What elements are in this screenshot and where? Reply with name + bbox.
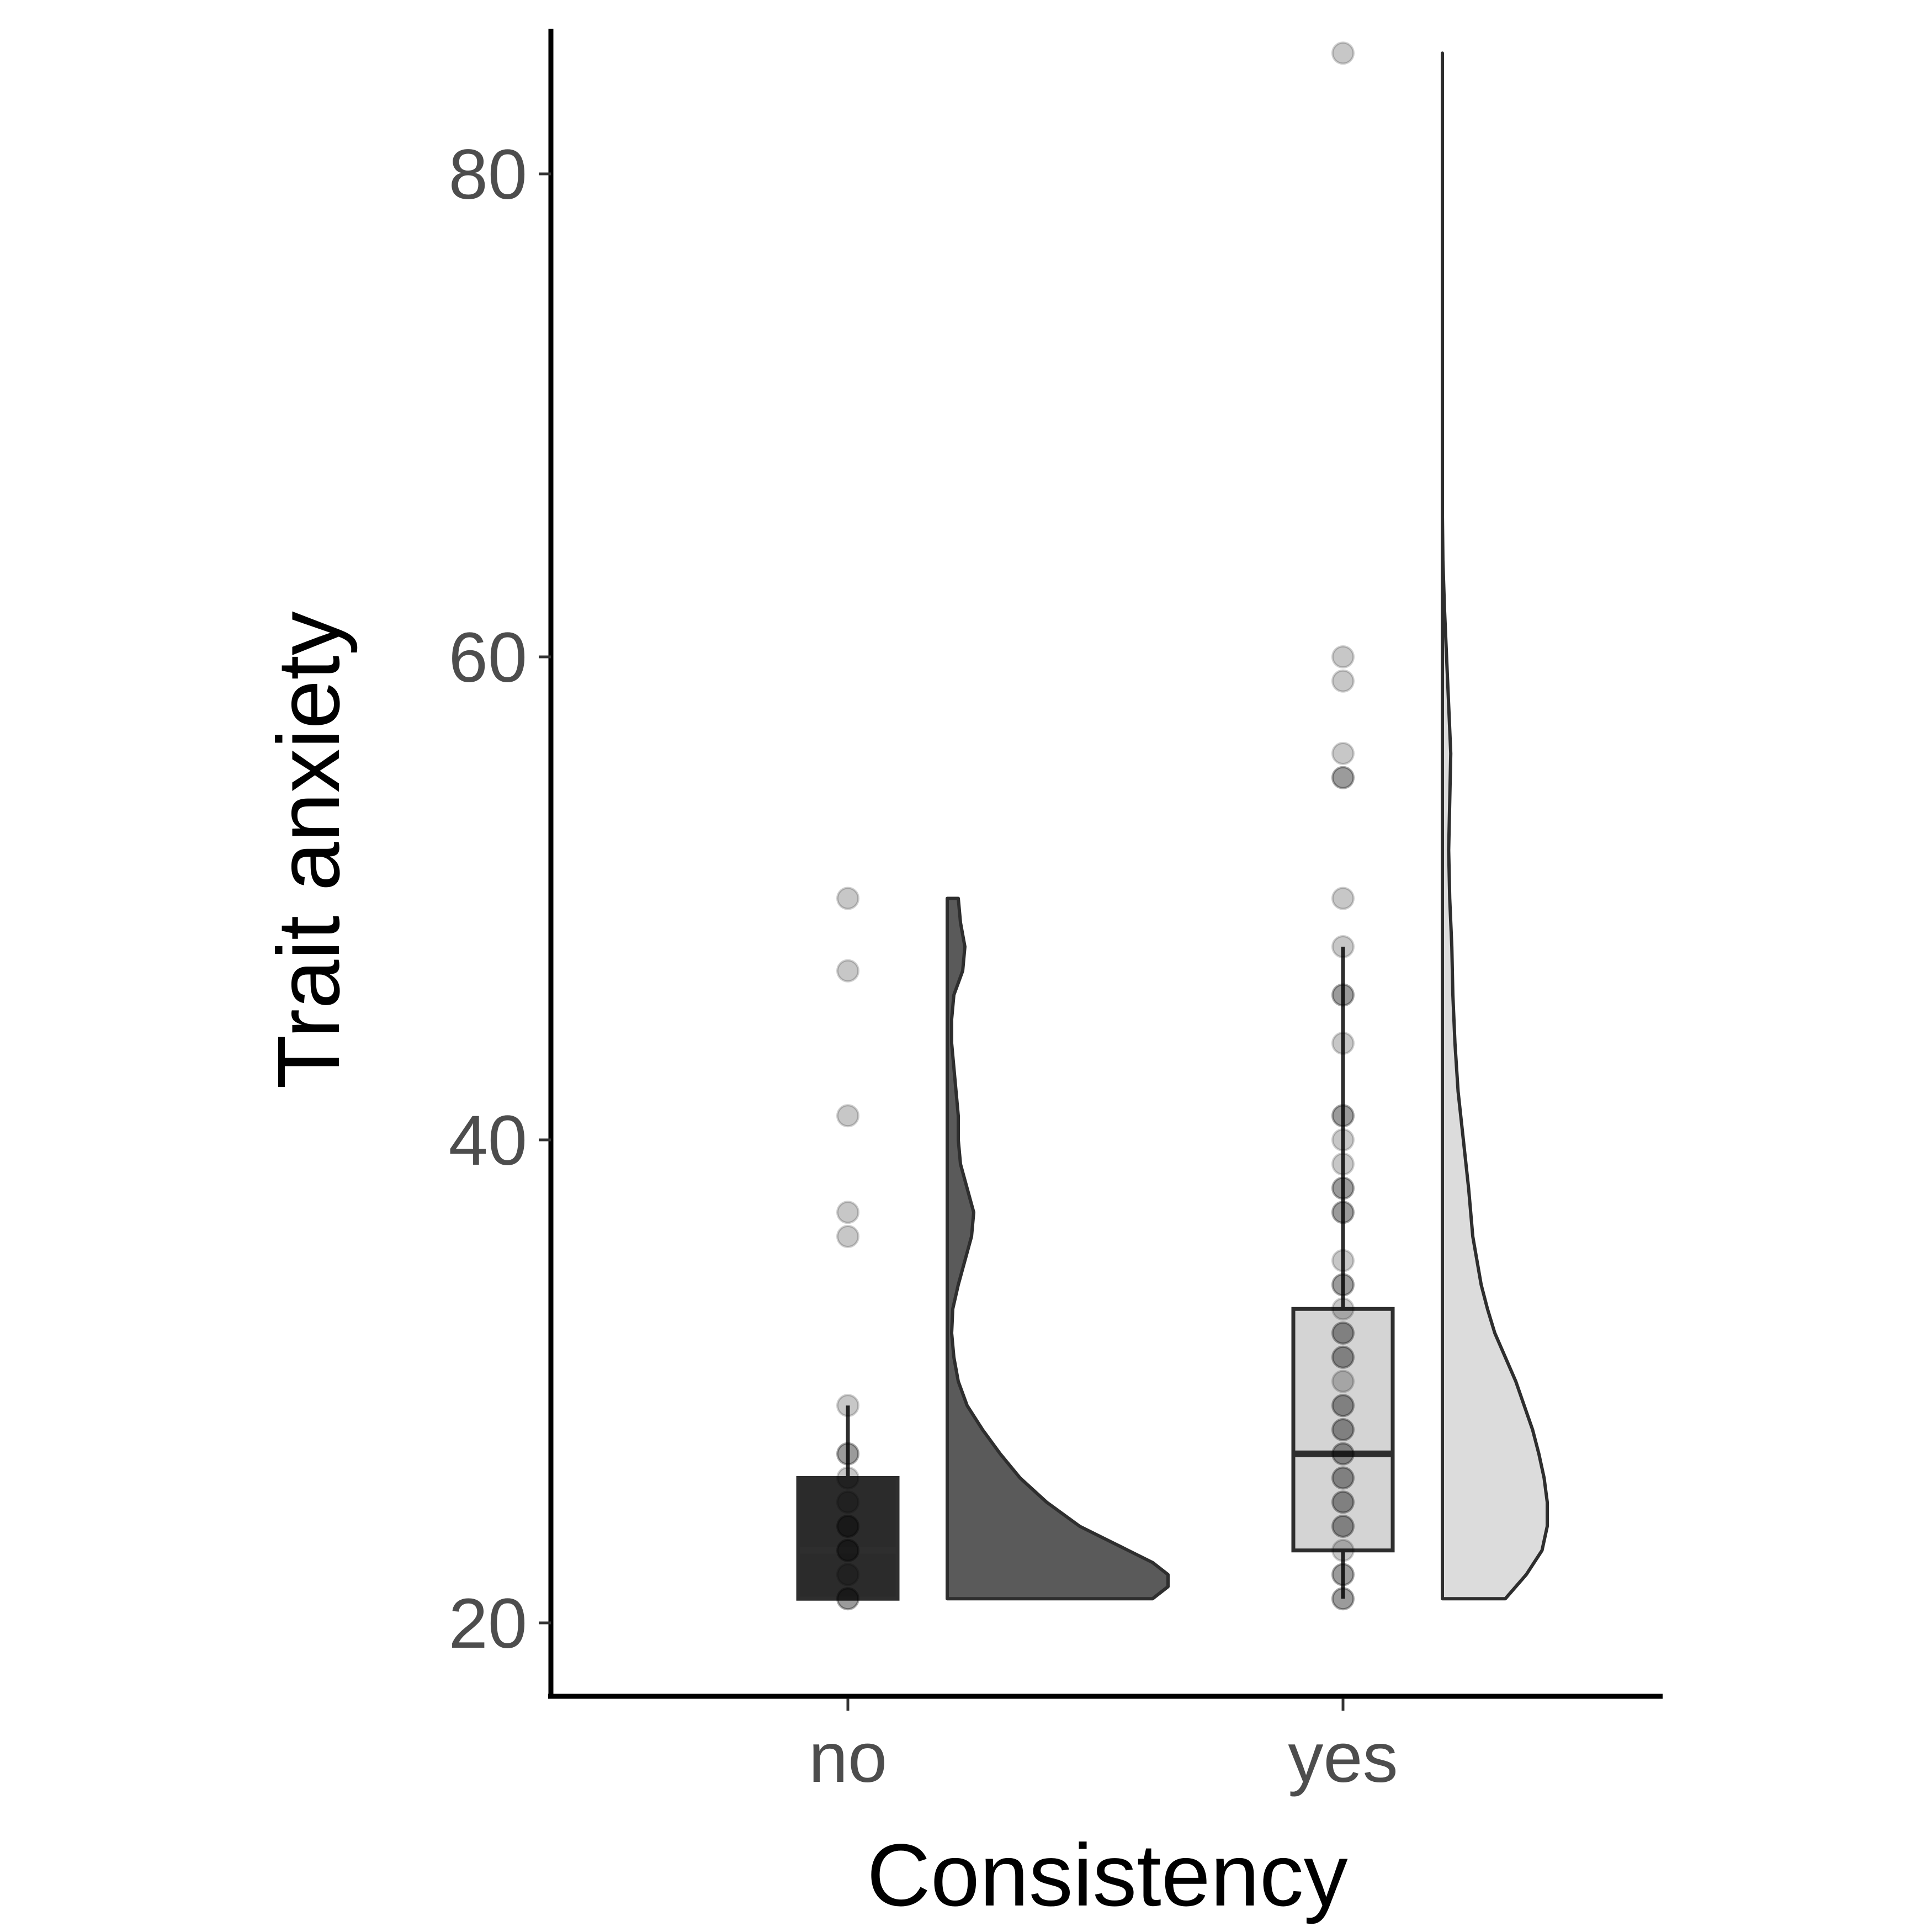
data-point-yes xyxy=(1331,1466,1355,1490)
data-point-yes xyxy=(1331,1466,1355,1490)
data-point-yes xyxy=(1331,1128,1355,1151)
data-point-yes xyxy=(1331,1321,1355,1345)
y-tick-label: 60 xyxy=(449,618,527,697)
data-point-yes xyxy=(1331,1273,1355,1297)
data-point-yes xyxy=(1331,1297,1355,1321)
x-axis-title: Consistency xyxy=(867,1825,1347,1924)
data-point-yes xyxy=(1331,1152,1355,1176)
data-point-yes xyxy=(1331,1418,1355,1441)
data-point-no xyxy=(836,1466,859,1490)
data-point-no xyxy=(836,1442,859,1466)
data-point-yes xyxy=(1331,1563,1355,1586)
data-point-yes xyxy=(1331,766,1355,789)
data-point-no xyxy=(836,1515,859,1538)
data-point-yes xyxy=(1331,1104,1355,1128)
data-point-yes xyxy=(1331,935,1355,958)
data-point-yes xyxy=(1331,1201,1355,1224)
y-ticks: 20 40 60 80 xyxy=(449,135,551,1663)
data-point-yes xyxy=(1331,887,1355,910)
axes: 20 40 60 80 no yes xyxy=(449,29,1663,1797)
data-point-yes xyxy=(1331,1490,1355,1514)
data-point-yes xyxy=(1331,1394,1355,1418)
data-point-yes xyxy=(1331,1515,1355,1538)
boxplot-layer xyxy=(796,947,1395,1601)
data-point-yes xyxy=(1331,1538,1355,1562)
data-point-yes xyxy=(1331,1418,1355,1441)
data-point-yes xyxy=(1331,1104,1355,1128)
data-point-no xyxy=(836,1563,859,1586)
data-point-yes xyxy=(1331,1394,1355,1418)
data-point-yes xyxy=(1331,645,1355,668)
density-layer xyxy=(946,51,1549,1601)
data-point-yes xyxy=(1331,1490,1355,1514)
data-point-no xyxy=(836,1538,859,1562)
data-point-no xyxy=(836,959,859,983)
box-yes xyxy=(1291,1307,1395,1553)
data-point-yes xyxy=(1331,1176,1355,1200)
data-point-yes xyxy=(1331,983,1355,1007)
data-point-yes xyxy=(1331,41,1355,65)
data-point-yes xyxy=(1331,1442,1355,1466)
data-point-no xyxy=(836,1225,859,1248)
data-point-yes xyxy=(1331,742,1355,765)
data-point-no xyxy=(836,1490,859,1514)
data-point-no xyxy=(836,1587,859,1611)
x-tick-label: yes xyxy=(1288,1718,1398,1797)
data-point-yes xyxy=(1331,1515,1355,1538)
data-point-yes xyxy=(1331,983,1355,1007)
data-point-yes xyxy=(1331,1321,1355,1345)
x-tick-label: no xyxy=(809,1718,887,1797)
box-no xyxy=(796,1476,900,1601)
data-point-yes xyxy=(1331,1563,1355,1586)
data-point-no xyxy=(836,887,859,910)
y-tick-label: 40 xyxy=(449,1101,527,1180)
data-point-no xyxy=(836,1587,859,1611)
data-point-yes xyxy=(1331,1273,1355,1297)
data-point-yes xyxy=(1331,1587,1355,1611)
data-point-yes xyxy=(1331,766,1355,789)
data-point-yes xyxy=(1331,1370,1355,1393)
data-point-yes xyxy=(1331,1201,1355,1224)
data-point-no xyxy=(836,1104,859,1128)
data-point-no xyxy=(836,1394,859,1418)
data-point-no xyxy=(836,1515,859,1538)
data-point-no xyxy=(836,1201,859,1224)
data-point-yes xyxy=(1331,1345,1355,1369)
data-point-no xyxy=(836,1442,859,1466)
density-cloud-no xyxy=(946,896,1170,1601)
data-point-yes xyxy=(1331,1176,1355,1200)
data-point-yes xyxy=(1331,1249,1355,1272)
data-point-yes xyxy=(1331,1442,1355,1466)
x-ticks: no yes xyxy=(809,1699,1398,1797)
density-cloud-yes xyxy=(1441,51,1549,1601)
y-axis-title: Trait anxiety xyxy=(259,611,358,1089)
points-layer xyxy=(836,41,1355,1611)
y-tick-label: 80 xyxy=(449,135,527,214)
data-point-yes xyxy=(1331,1587,1355,1611)
data-point-yes xyxy=(1331,1032,1355,1055)
data-point-no xyxy=(836,1538,859,1562)
data-point-yes xyxy=(1331,669,1355,693)
data-point-yes xyxy=(1331,1345,1355,1369)
y-tick-label: 20 xyxy=(449,1584,527,1663)
